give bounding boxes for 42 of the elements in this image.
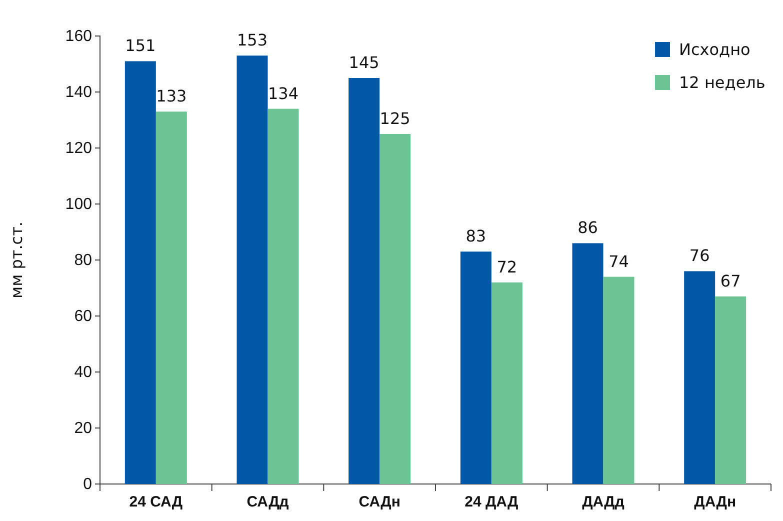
data-label: 83 [466, 226, 486, 246]
data-label: 72 [496, 257, 518, 276]
bar [491, 282, 522, 484]
bar [236, 56, 268, 484]
bar [684, 271, 716, 484]
bar [603, 276, 634, 484]
data-label: 153 [236, 30, 268, 50]
y-tick-label: 140 [65, 84, 92, 102]
data-label: 67 [720, 271, 741, 290]
y-tick-label: 40 [74, 364, 92, 382]
data-label: 74 [608, 252, 629, 271]
x-tick-label: ДАДд [582, 494, 625, 511]
y-tick-label: 120 [65, 140, 92, 158]
data-label: 125 [380, 109, 410, 128]
bar [268, 108, 299, 484]
bar [572, 243, 604, 484]
bar [124, 61, 156, 484]
data-label: 76 [689, 246, 710, 266]
data-label: 134 [268, 84, 299, 103]
bar [380, 134, 411, 484]
bar [460, 252, 492, 484]
y-tick-label: 0 [83, 476, 92, 494]
x-tick-label: 24 ДАД [464, 494, 519, 511]
y-tick-label: 160 [65, 28, 92, 46]
y-axis-title: мм рт.ст. [7, 222, 26, 298]
x-tick-label: САДд [246, 494, 290, 511]
bar [156, 112, 187, 484]
data-label: 151 [125, 36, 156, 56]
data-label: 133 [156, 86, 187, 106]
x-tick-label: САДн [358, 494, 400, 511]
data-label: 145 [348, 53, 380, 72]
x-tick-label: ДАДн [694, 494, 736, 511]
y-tick-label: 80 [74, 252, 92, 270]
y-tick-label: 100 [65, 196, 92, 214]
x-tick-label: 24 САД [129, 494, 183, 511]
bar [715, 296, 746, 484]
y-tick-label: 20 [74, 420, 92, 438]
legend-label: Исходно [679, 40, 750, 59]
data-label: 86 [578, 218, 598, 238]
legend-label: 12 недель [679, 73, 766, 92]
y-tick-label: 60 [74, 308, 92, 326]
bar [348, 78, 380, 484]
